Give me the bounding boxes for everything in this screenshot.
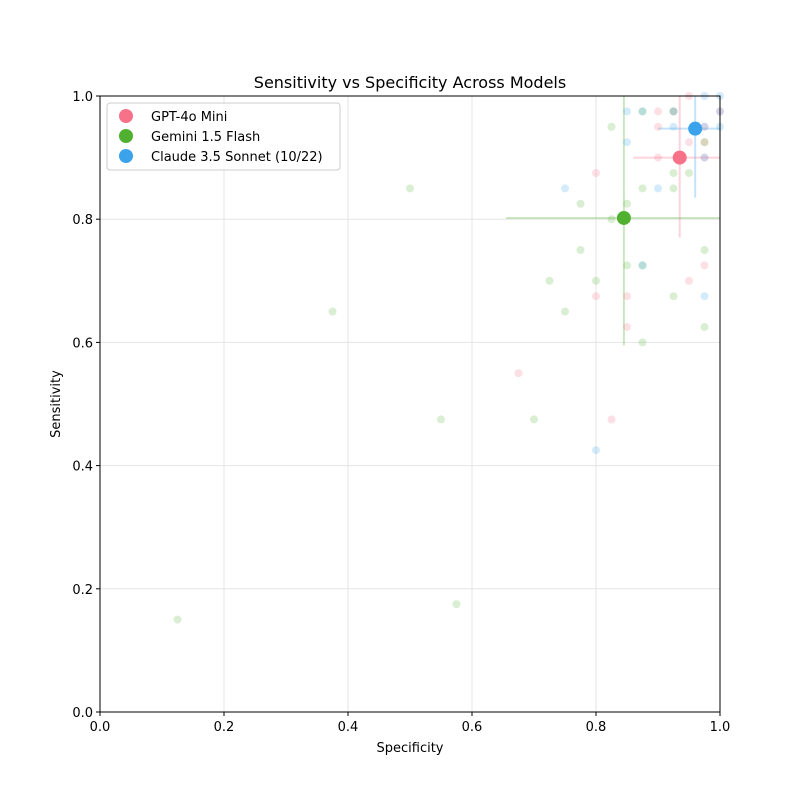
data-point <box>654 153 662 162</box>
data-point <box>623 323 631 331</box>
data-point <box>623 199 631 208</box>
data-point <box>561 307 569 316</box>
data-point <box>700 153 709 162</box>
data-point <box>669 107 678 116</box>
data-point <box>452 600 461 609</box>
data-point <box>592 446 600 455</box>
x-axis-label: Specificity <box>377 741 444 756</box>
data-point <box>607 215 616 224</box>
data-point <box>545 276 554 285</box>
data-point <box>437 415 445 424</box>
data-point <box>700 153 709 162</box>
x-tick-label: 1.0 <box>710 720 731 735</box>
mean-point <box>616 210 631 225</box>
x-tick-label: 0.8 <box>586 720 607 735</box>
data-point <box>638 261 647 270</box>
data-point <box>669 184 678 193</box>
y-tick-label: 0.2 <box>72 583 93 598</box>
data-point <box>406 184 414 193</box>
data-point <box>638 184 647 193</box>
mean-point <box>672 150 687 165</box>
mean-points <box>616 121 703 225</box>
x-tick-label: 0.2 <box>214 720 235 735</box>
data-point <box>638 261 647 270</box>
data-point <box>669 107 678 116</box>
data-point <box>654 122 662 131</box>
data-point <box>530 415 538 424</box>
chart-title: Sensitivity vs Specificity Across Models <box>254 73 566 92</box>
data-point <box>700 122 709 131</box>
data-points <box>173 92 724 624</box>
x-tick-label: 0.4 <box>338 720 359 735</box>
data-point <box>700 323 709 331</box>
data-point <box>685 169 693 177</box>
axis-ticks: 0.0 0.2 0.4 0.6 0.8 1.0 0.0 0.2 0.4 0.6 0.8 1.0 <box>72 90 730 735</box>
data-point <box>328 307 337 316</box>
y-tick-label: 0.6 <box>72 336 93 351</box>
data-point <box>638 107 647 116</box>
data-point <box>623 107 631 116</box>
data-point <box>700 261 709 270</box>
data-point <box>669 169 678 177</box>
data-point <box>669 292 678 301</box>
plot-frame <box>99 95 721 713</box>
data-point <box>592 292 600 301</box>
data-point <box>654 184 662 193</box>
legend-marker <box>119 149 133 163</box>
y-tick-label: 0.4 <box>72 460 93 475</box>
legend-label: GPT-4o Mini <box>151 110 227 125</box>
data-point <box>638 338 647 347</box>
legend-marker <box>119 129 133 143</box>
data-point <box>514 369 523 378</box>
data-point <box>623 261 631 270</box>
data-point <box>561 184 569 193</box>
data-point <box>607 122 616 131</box>
data-point <box>592 169 600 177</box>
data-point <box>669 107 678 116</box>
y-tick-label: 1.0 <box>72 90 93 105</box>
data-point <box>669 122 678 131</box>
y-tick-label: 0.8 <box>72 213 93 228</box>
data-point <box>576 246 585 254</box>
data-point <box>623 292 631 301</box>
x-tick-label: 0.6 <box>462 720 483 735</box>
data-point <box>700 122 709 131</box>
data-point <box>700 138 709 147</box>
data-point <box>173 615 182 624</box>
data-point <box>700 138 709 147</box>
legend: GPT-4o Mini Gemini 1.5 Flash Claude 3.5 So… <box>106 102 341 171</box>
data-point <box>700 246 709 254</box>
y-tick-label: 0.0 <box>72 706 93 721</box>
data-point <box>685 276 693 285</box>
data-point <box>638 107 647 116</box>
legend-marker <box>119 109 133 123</box>
data-point <box>623 138 631 147</box>
y-axis-label: Sensitivity <box>49 370 64 438</box>
data-point <box>607 415 616 424</box>
data-point <box>685 138 693 147</box>
data-point <box>576 199 585 208</box>
legend-label: Gemini 1.5 Flash <box>151 130 260 145</box>
data-point <box>654 107 662 116</box>
mean-point <box>688 121 703 136</box>
x-tick-label: 0.0 <box>90 720 111 735</box>
legend-label: Claude 3.5 Sonnet (10/22) <box>151 150 323 165</box>
legend-box <box>106 102 341 171</box>
data-point <box>700 292 709 301</box>
data-point <box>592 276 600 285</box>
